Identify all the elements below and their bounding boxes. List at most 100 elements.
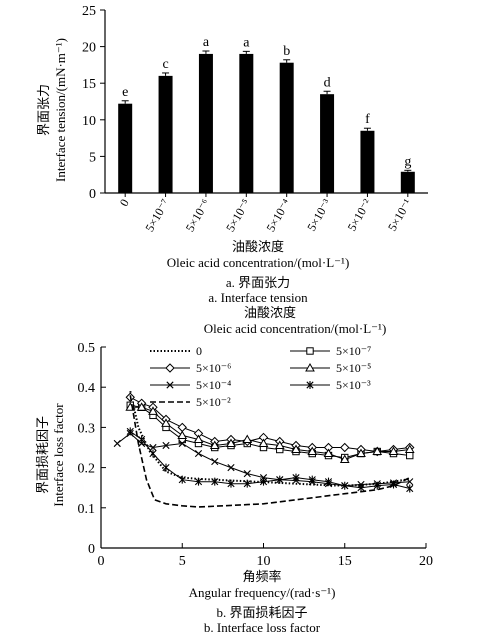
bar-x-tick-label: 5×10⁻⁴ bbox=[264, 197, 294, 235]
data-point bbox=[388, 446, 399, 456]
data-point bbox=[306, 347, 314, 355]
bar bbox=[360, 130, 375, 193]
line-x-tick-label: 5 bbox=[179, 554, 186, 569]
data-point bbox=[259, 477, 268, 486]
data-point bbox=[340, 442, 350, 453]
data-point bbox=[258, 438, 269, 447]
data-point bbox=[209, 440, 220, 449]
line-y-label-cn: 界面损耗因子 bbox=[35, 416, 50, 494]
data-point bbox=[162, 441, 170, 450]
series-line bbox=[130, 430, 410, 489]
line-top-label: Oleic acid concentration/(mol·L⁻¹) bbox=[204, 321, 387, 336]
data-point bbox=[148, 406, 158, 415]
legend-label: 5×10⁻⁵ bbox=[336, 361, 371, 375]
data-point bbox=[178, 439, 186, 448]
series bbox=[125, 402, 415, 464]
bar-x-label: Oleic acid concentration/(mol·L⁻¹) bbox=[167, 255, 350, 270]
series-line bbox=[130, 404, 410, 459]
data-point bbox=[372, 446, 383, 456]
data-point bbox=[323, 448, 334, 458]
significance-letter: g bbox=[404, 154, 411, 169]
legend-label: 0 bbox=[196, 344, 202, 358]
bar bbox=[239, 53, 254, 193]
bar bbox=[400, 171, 415, 193]
significance-letter: e bbox=[122, 85, 128, 100]
line-x-label-cn: 角频率 bbox=[242, 569, 281, 584]
bar-x-label-cn: 油酸浓度 bbox=[232, 239, 284, 254]
significance-letter: c bbox=[162, 57, 168, 72]
data-point bbox=[242, 434, 253, 443]
bar bbox=[198, 53, 213, 193]
bar-caption-cn: a. 界面张力 bbox=[226, 275, 290, 290]
data-point bbox=[149, 449, 157, 458]
bar-y-tick-label: 5 bbox=[89, 150, 96, 165]
line-top-label-cn: 油酸浓度 bbox=[244, 305, 296, 320]
bar-y-tick-label: 25 bbox=[82, 4, 96, 19]
bar-x-tick-label: 5×10⁻³ bbox=[304, 196, 334, 233]
line-x-tick-label: 15 bbox=[338, 554, 352, 569]
bar-series: e c a a b d f g bbox=[118, 35, 415, 194]
line-y-tick-label: 0.5 bbox=[78, 341, 96, 356]
data-point bbox=[341, 481, 349, 490]
bar-y-label: Interface tension/(mN·m⁻¹) bbox=[53, 38, 68, 182]
bar-y-tick-label: 0 bbox=[89, 187, 96, 202]
bar-x-tick-label: 5×10⁻⁵ bbox=[223, 197, 253, 235]
legend-label: 5×10⁻² bbox=[196, 395, 231, 409]
legend-item: 5×10⁻² bbox=[150, 395, 231, 409]
data-point bbox=[306, 381, 314, 389]
data-point bbox=[356, 448, 366, 458]
data-point bbox=[227, 464, 235, 472]
series bbox=[129, 390, 410, 487]
bar-y-tick-label: 15 bbox=[82, 77, 96, 92]
data-point bbox=[194, 449, 203, 458]
line-y-tick-label: 0.4 bbox=[78, 381, 96, 396]
series-line bbox=[129, 390, 410, 487]
legend-item: 5×10⁻⁵ bbox=[290, 361, 371, 375]
series-line bbox=[130, 406, 410, 461]
bar bbox=[118, 103, 133, 193]
bar-x-tick-label: 5×10⁻¹ bbox=[385, 196, 415, 233]
significance-letter: d bbox=[324, 75, 331, 90]
line-y-tick-label: 0.3 bbox=[78, 421, 96, 436]
bar-y-tick-label: 10 bbox=[82, 114, 96, 129]
data-point bbox=[126, 427, 134, 436]
data-point bbox=[113, 439, 121, 448]
bar-x-tick-label: 5×10⁻² bbox=[345, 196, 375, 233]
bar-caption: a. Interface tension bbox=[208, 290, 308, 305]
bar-y-axis-ticks: 0 5 10 15 20 25 bbox=[82, 4, 105, 202]
line-caption-cn: b. 界面损耗因子 bbox=[216, 605, 307, 620]
bar-y-label-cn: 界面张力 bbox=[36, 84, 51, 136]
data-point bbox=[193, 434, 204, 443]
legend-item: 5×10⁻⁷ bbox=[290, 344, 371, 358]
legend-item: 0 bbox=[150, 344, 202, 358]
legend-label: 5×10⁻⁴ bbox=[196, 378, 231, 392]
significance-letter: a bbox=[203, 35, 210, 50]
legend-label: 5×10⁻³ bbox=[336, 378, 371, 392]
bar bbox=[320, 94, 335, 193]
legend-label: 5×10⁻⁷ bbox=[336, 344, 371, 358]
line-x-axis-ticks: 0 5 10 15 20 bbox=[98, 543, 433, 569]
line-caption: b. Interface loss factor bbox=[204, 620, 321, 635]
bar-y-tick-label: 20 bbox=[82, 41, 96, 56]
legend: 0 5×10⁻⁷ 5×10⁻⁶ 5×10⁻⁵ 5×10⁻⁴ 5×10⁻³ 5×10⁻² bbox=[150, 344, 371, 409]
data-point bbox=[226, 438, 236, 447]
data-point bbox=[211, 457, 219, 466]
line-y-tick-label: 0.2 bbox=[78, 462, 96, 477]
data-point bbox=[292, 473, 300, 482]
significance-letter: a bbox=[243, 35, 250, 50]
bar-x-axis-ticks: 0 5×10⁻⁷ 5×10⁻⁶ 5×10⁻⁵ 5×10⁻⁴ 5×10⁻³ 5×10⁻² 5×1… bbox=[117, 193, 415, 234]
bar-chart: 0 5 10 15 20 25 e c a a b d f g 0 5×10⁻⁷ 5×10⁻⁶ 5×10⁻⁵ 5… bbox=[36, 4, 428, 305]
data-point bbox=[177, 422, 187, 433]
data-point bbox=[243, 470, 251, 478]
line-y-tick-label: 0 bbox=[88, 542, 95, 557]
data-point bbox=[162, 463, 170, 472]
data-point bbox=[305, 362, 315, 372]
legend-label: 5×10⁻⁶ bbox=[196, 361, 231, 375]
data-point bbox=[308, 475, 316, 484]
data-point bbox=[276, 475, 284, 484]
bar-x-tick-label: 5×10⁻⁶ bbox=[183, 197, 213, 235]
significance-letter: f bbox=[365, 112, 370, 127]
line-x-label: Angular frequency/(rad·s⁻¹) bbox=[189, 585, 336, 600]
series bbox=[126, 427, 414, 493]
